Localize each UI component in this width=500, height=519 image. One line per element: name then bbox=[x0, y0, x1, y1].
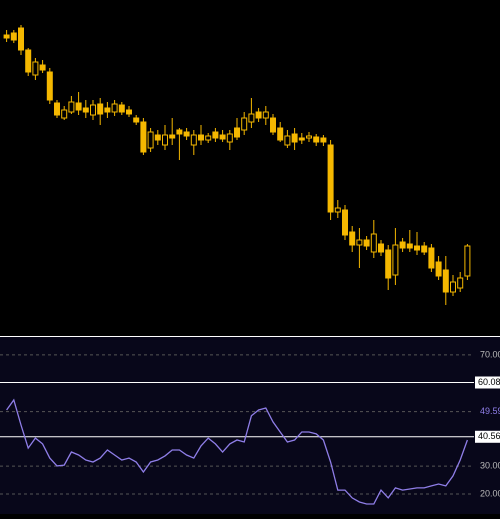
candle-body bbox=[313, 136, 320, 143]
candle-body bbox=[370, 233, 377, 253]
candle-body bbox=[399, 241, 406, 249]
midline-label: 49.59 bbox=[480, 406, 500, 416]
candle-body bbox=[90, 104, 96, 116]
y-tick-label: 30.00 bbox=[480, 461, 500, 471]
candle-body bbox=[126, 109, 132, 115]
candle-body bbox=[219, 134, 226, 140]
level-label-box bbox=[475, 376, 500, 389]
candle-body bbox=[356, 239, 363, 246]
candle-body bbox=[334, 207, 341, 213]
level-label: 40.56 bbox=[478, 431, 500, 441]
level-label-box bbox=[475, 430, 500, 443]
candle-body bbox=[46, 71, 53, 101]
candle-body bbox=[421, 245, 428, 253]
candle-body bbox=[306, 135, 312, 139]
candle-body bbox=[183, 131, 190, 137]
candle-body bbox=[111, 103, 118, 113]
candle-body bbox=[262, 111, 269, 119]
candle-body bbox=[342, 209, 348, 236]
candle-body bbox=[255, 111, 262, 119]
candle-body bbox=[205, 135, 212, 141]
candle-body bbox=[234, 127, 240, 138]
y-tick-label: 70.00 bbox=[480, 349, 500, 359]
candle-body bbox=[284, 135, 291, 146]
candle-body bbox=[298, 137, 305, 141]
candle-body bbox=[54, 102, 60, 116]
candle-body bbox=[457, 277, 464, 289]
candle-body bbox=[435, 261, 442, 277]
rsi-panel-background bbox=[0, 336, 500, 514]
candle-body bbox=[406, 243, 413, 249]
candle-body bbox=[363, 239, 370, 247]
candle-body bbox=[118, 104, 125, 113]
candle-body bbox=[147, 131, 154, 149]
candle-body bbox=[464, 245, 471, 277]
candle-body bbox=[226, 133, 233, 143]
candle-body bbox=[241, 117, 248, 131]
candle-body bbox=[198, 134, 204, 141]
candle-body bbox=[25, 49, 32, 73]
candle-body bbox=[162, 134, 168, 146]
candle-body bbox=[277, 127, 284, 141]
candle-body bbox=[327, 144, 334, 213]
candle-body bbox=[140, 121, 147, 153]
candle-body bbox=[349, 231, 356, 246]
candle-body bbox=[3, 34, 10, 39]
candle-body bbox=[428, 247, 435, 269]
candle-body bbox=[82, 107, 89, 113]
candle-body bbox=[18, 27, 24, 51]
candle-body bbox=[104, 107, 111, 113]
candle-body bbox=[39, 64, 46, 71]
candle-body bbox=[97, 103, 104, 115]
candle-body bbox=[61, 109, 68, 119]
candle-body bbox=[442, 269, 449, 293]
candle-body bbox=[169, 134, 176, 139]
candle-body bbox=[291, 133, 298, 143]
candle-body bbox=[392, 244, 399, 276]
candle-body bbox=[270, 117, 276, 133]
candle-body bbox=[176, 129, 183, 135]
y-tick-label: 20.00 bbox=[480, 488, 500, 498]
candle-body bbox=[190, 134, 197, 146]
rsi-line bbox=[6, 398, 469, 505]
candle-body bbox=[68, 101, 75, 113]
candle-body bbox=[450, 281, 456, 293]
candle-body bbox=[212, 131, 219, 139]
candle-body bbox=[385, 249, 392, 279]
candle-body bbox=[248, 113, 255, 123]
candle-body bbox=[414, 245, 420, 251]
candle-body bbox=[10, 32, 17, 41]
candle-body bbox=[378, 243, 384, 253]
candle-body bbox=[75, 102, 82, 111]
level-label: 60.08 bbox=[478, 377, 500, 387]
candle-body bbox=[154, 134, 161, 141]
candle-body bbox=[320, 137, 327, 143]
candle-body bbox=[133, 117, 140, 123]
candle-body bbox=[32, 61, 39, 76]
